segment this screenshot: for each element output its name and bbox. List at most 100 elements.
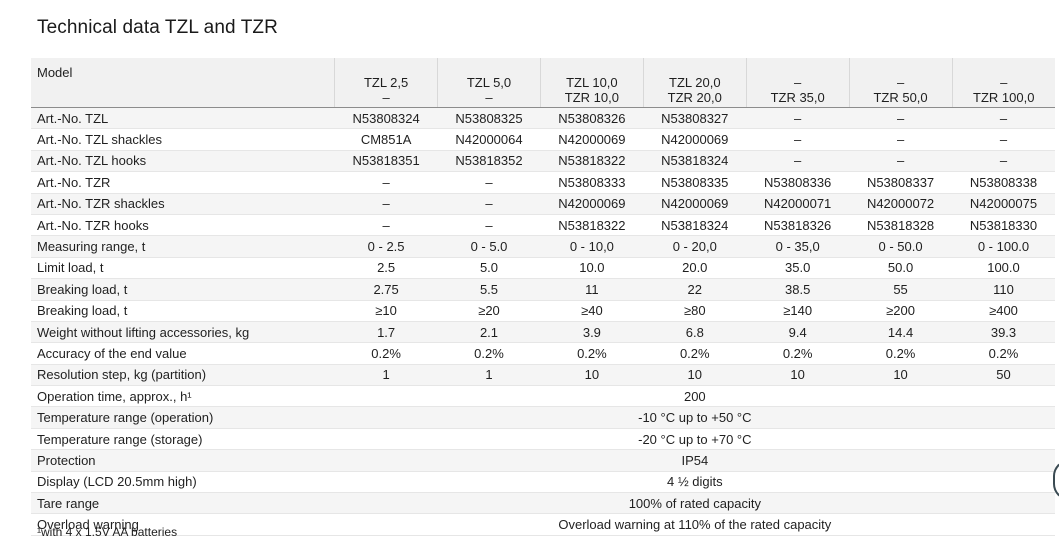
value-cell: 110 [952, 278, 1055, 301]
value-cell: ≥140 [746, 300, 850, 322]
value-cell: 10 [849, 364, 952, 387]
value-cell: N53818328 [849, 214, 952, 237]
value-cell: 5.5 [437, 278, 541, 301]
table-row: Art.-No. TZL shackles CM851A N42000064 N420… [31, 128, 1055, 151]
value-cell: N53818322 [540, 214, 644, 237]
value-cell: 0 - 100.0 [952, 235, 1055, 258]
value-cell: – [437, 214, 541, 237]
row-label: Protection [31, 449, 335, 472]
value-cell: ≥10 [334, 300, 438, 322]
value-cell: N53818326 [746, 214, 850, 237]
value-cell: 0 - 20,0 [643, 235, 747, 258]
value-cell: N42000071 [746, 193, 850, 215]
value-cell: – [952, 128, 1055, 151]
value-cell: 0.2% [540, 342, 644, 365]
model-header-line2: TZR 50,0 [873, 90, 928, 105]
value-cell: N42000064 [437, 128, 541, 151]
value-cell: 0.2% [334, 342, 438, 365]
value-cell: 20.0 [643, 257, 747, 280]
value-cell: 2.75 [334, 278, 438, 301]
value-cell: 0.2% [643, 342, 747, 365]
value-cell: 3.9 [540, 321, 644, 344]
row-label: Limit load, t [31, 257, 335, 280]
value-cell: ≥80 [643, 300, 747, 322]
value-cell: – [849, 150, 952, 173]
row-label: Breaking load, t [31, 300, 335, 322]
table-row: Temperature range (operation) -10 °C up t… [31, 406, 1055, 429]
table-row: Tare range 100% of rated capacity [31, 492, 1055, 515]
value-cell: – [334, 171, 438, 194]
value-cell: 35.0 [746, 257, 850, 280]
model-header-line1: – [794, 75, 802, 90]
row-label: Tare range [31, 492, 335, 515]
value-cell: 10 [540, 364, 644, 387]
row-label: Accuracy of the end value [31, 342, 335, 365]
value-cell: – [334, 214, 438, 237]
table-row: Art.-No. TZR shackles – – N42000069 N4200006… [31, 193, 1055, 215]
value-cell: N53818352 [437, 150, 541, 173]
value-cell: N53808324 [334, 107, 438, 130]
row-label: Breaking load, t [31, 278, 335, 301]
value-cell: 100.0 [952, 257, 1055, 280]
row-label: Art.-No. TZL hooks [31, 150, 335, 173]
table-row: Weight without lifting accessories, kg 1.… [31, 321, 1055, 344]
row-label: Overload warning [31, 513, 335, 536]
row-label: Measuring range, t [31, 235, 335, 258]
table-row: Resolution step, kg (partition) 1 1 10 10 10 1… [31, 364, 1055, 387]
value-cell: N53808338 [952, 171, 1055, 194]
model-header-3: TZL 10,0 TZR 10,0 [539, 58, 644, 108]
row-label: Weight without lifting accessories, kg [31, 321, 335, 344]
model-header-2: TZL 5,0– [437, 58, 541, 108]
value-cell: N53808335 [643, 171, 747, 194]
table-row: Overload warning Overload warning at 110%… [31, 513, 1055, 536]
value-cell: 2.1 [437, 321, 541, 344]
model-header-line1: – [1000, 75, 1008, 90]
value-cell: 9.4 [746, 321, 850, 344]
merged-value-cell: 4 ½ digits [334, 471, 1055, 494]
value-cell: 10 [746, 364, 850, 387]
table-row: Accuracy of the end value 0.2% 0.2% 0.2% 0.2… [31, 342, 1055, 365]
value-cell: – [334, 193, 438, 215]
value-cell: 0 - 10,0 [540, 235, 644, 258]
table-row: Art.-No. TZR hooks – – N53818322 N53818324 N5… [31, 214, 1055, 237]
table-row: Breaking load, t 2.75 5.5 11 22 38.5 55 110 [31, 278, 1055, 301]
model-header-4: TZL 20,0 TZR 20,0 [642, 58, 747, 108]
model-header-line2: TZR 10,0 [564, 90, 619, 105]
merged-value-cell: IP54 [334, 449, 1055, 472]
row-label: Operation time, approx., h¹ [31, 385, 335, 408]
row-label: Temperature range (storage) [31, 428, 335, 451]
row-label: Temperature range (operation) [31, 406, 335, 429]
value-cell: N42000072 [849, 193, 952, 215]
value-cell: 0.2% [437, 342, 541, 365]
table-row: Protection IP54 [31, 449, 1055, 472]
value-cell: N53808336 [746, 171, 850, 194]
value-cell: N53808327 [643, 107, 747, 130]
model-header-line2: – [382, 90, 390, 105]
value-cell: 10.0 [540, 257, 644, 280]
value-cell: – [746, 150, 850, 173]
value-cell: N42000069 [643, 193, 747, 215]
value-cell: 1 [437, 364, 541, 387]
model-header-5: – TZR 35,0 [745, 58, 850, 108]
value-cell: N53818322 [540, 150, 644, 173]
merged-value-cell: 100% of rated capacity [334, 492, 1055, 515]
model-header-1: TZL 2,5– [334, 58, 438, 108]
merged-value-cell: -20 °C up to +70 °C [334, 428, 1055, 451]
merged-value-cell: -10 °C up to +50 °C [334, 406, 1055, 429]
value-cell: – [849, 128, 952, 151]
value-cell: 1 [334, 364, 438, 387]
value-cell: 38.5 [746, 278, 850, 301]
value-cell: – [746, 128, 850, 151]
row-label: Art.-No. TZL [31, 107, 335, 130]
row-label: Art.-No. TZR hooks [31, 214, 335, 237]
table-header: Model TZL 2,5– TZL 5,0– TZL 10,0 TZR 10,0 TZ… [31, 58, 1055, 108]
model-header-7: – TZR 100,0 [951, 58, 1055, 108]
value-cell: 14.4 [849, 321, 952, 344]
model-column-header: Model [31, 58, 335, 108]
value-cell: ≥200 [849, 300, 952, 322]
value-cell: 11 [540, 278, 644, 301]
value-cell: N42000069 [540, 193, 644, 215]
value-cell: 39.3 [952, 321, 1055, 344]
value-cell: N42000069 [540, 128, 644, 151]
